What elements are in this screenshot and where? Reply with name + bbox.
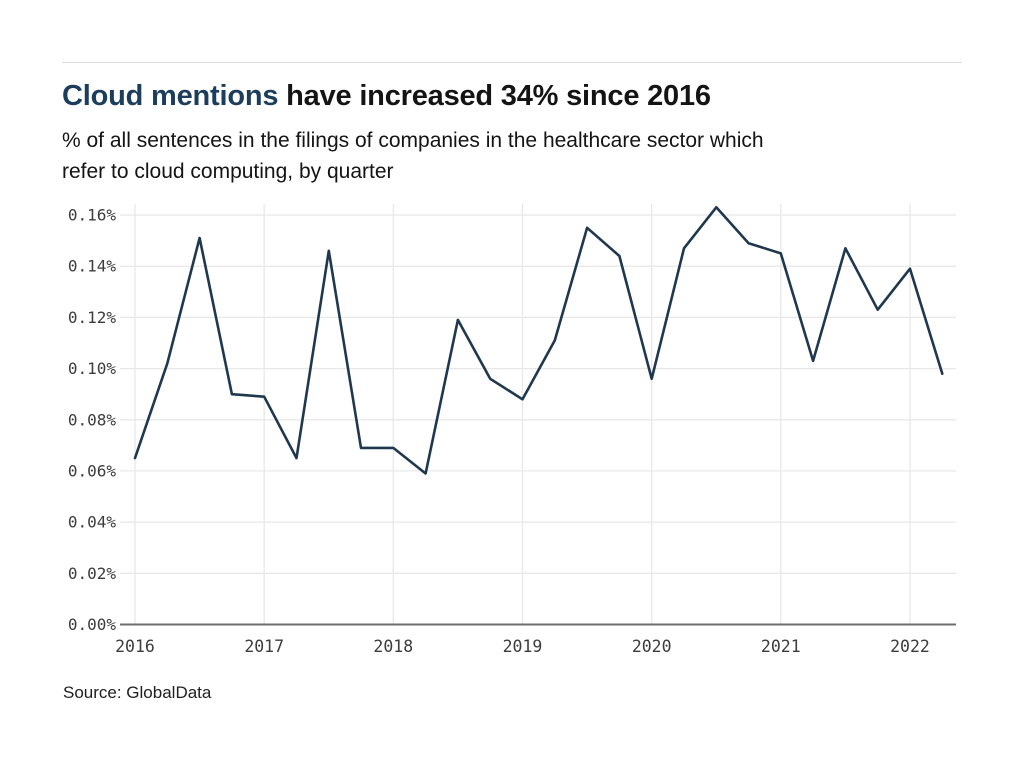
data-line <box>133 205 944 475</box>
x-tick-label: 2017 <box>244 637 284 656</box>
y-tick-label: 0.00% <box>68 615 117 634</box>
y-tick-label: 0.14% <box>68 257 117 276</box>
x-tick-label: 2022 <box>890 637 930 656</box>
y-tick-label: 0.08% <box>68 410 117 429</box>
y-tick-label: 0.06% <box>68 461 117 480</box>
chart-title-accent: Cloud mentions <box>62 80 279 112</box>
chart-subtitle-line2: refer to cloud computing, by quarter <box>62 160 394 183</box>
x-tick-label: 2020 <box>632 637 672 656</box>
x-tick-label: 2019 <box>503 637 543 656</box>
x-tick-label: 2021 <box>761 637 801 656</box>
source-note: Source: GlobalData <box>63 683 212 702</box>
y-tick-label: 0.02% <box>68 564 117 583</box>
y-tick-label: 0.10% <box>68 359 117 378</box>
chart-title: Cloud mentions have increased 34% since … <box>62 80 711 113</box>
y-tick-label: 0.12% <box>68 308 117 327</box>
x-tick-label: 2018 <box>373 637 413 656</box>
y-tick-label: 0.16% <box>68 206 117 225</box>
chart-title-rest: have increased 34% since 2016 <box>278 80 711 112</box>
y-tick-label: 0.04% <box>68 513 117 532</box>
chart-subtitle-line1: % of all sentences in the filings of com… <box>62 129 764 152</box>
header-divider <box>62 62 962 63</box>
chart-subtitle: % of all sentences in the filings of com… <box>62 125 982 187</box>
x-tick-label: 2016 <box>115 637 155 656</box>
line-chart: 0.00% 0.02% 0.04% 0.06% 0.08% 0.10% 0.12% 0.14%… <box>68 204 956 656</box>
